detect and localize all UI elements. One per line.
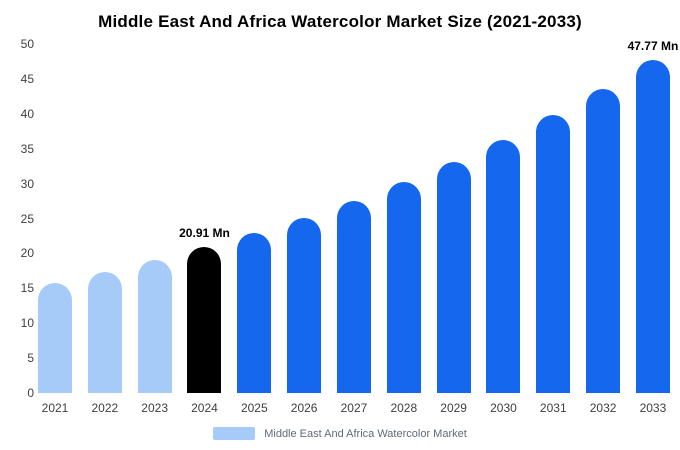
- x-axis-label-2032: 2032: [589, 401, 617, 415]
- x-axis-label-2022: 2022: [91, 401, 119, 415]
- bar-column-2028: 2028: [386, 44, 421, 415]
- y-tick-label-35: 35: [20, 141, 34, 156]
- bar-column-2022: 2022: [87, 44, 122, 415]
- bar-column-2024: 20.91 Mn 2024: [179, 44, 230, 415]
- x-axis-label-2031: 2031: [539, 401, 567, 415]
- x-axis-label-2028: 2028: [390, 401, 418, 415]
- x-axis-label-2025: 2025: [240, 401, 268, 415]
- legend-label: Middle East And Africa Watercolor Market: [264, 427, 467, 440]
- bar-2030: [486, 139, 521, 393]
- y-tick-label-45: 45: [20, 71, 34, 86]
- bar-2023: [137, 259, 172, 393]
- x-axis-label-2029: 2029: [440, 401, 467, 415]
- bar-2033: [635, 59, 670, 393]
- y-tick-label-25: 25: [20, 211, 34, 226]
- y-axis: 0 5 10 15 20 25 30 35 40 45 50: [0, 37, 38, 400]
- bar-column-2033: 47.77 Mn 2033: [628, 39, 679, 415]
- x-axis-label-2026: 2026: [290, 401, 318, 415]
- bar-2031: [536, 115, 571, 393]
- bar-2022: [87, 272, 122, 393]
- bar-2032: [586, 88, 621, 393]
- bar-column-2030: 2030: [486, 44, 521, 415]
- bar-2025: [237, 233, 272, 393]
- bar-column-2025: 2025: [237, 44, 272, 415]
- x-axis-label-2030: 2030: [490, 401, 517, 415]
- plot-area: 2021 2022 2023 20.91 Mn 2024 2025 2026 2027 2028…: [38, 39, 680, 415]
- bar-value-label-2024: 20.91 Mn: [179, 226, 230, 241]
- bar-2028: [386, 182, 421, 393]
- bar-value-label-2033: 47.77 Mn: [627, 38, 679, 53]
- y-tick-label-20: 20: [20, 246, 34, 261]
- y-tick-label-40: 40: [20, 106, 34, 121]
- bar-2027: [336, 201, 371, 393]
- bar-column-2027: 2027: [336, 44, 371, 415]
- bar-column-2031: 2031: [536, 44, 571, 415]
- x-axis-label-2027: 2027: [340, 401, 368, 415]
- bar-2026: [287, 217, 322, 393]
- y-tick-label-0: 0: [27, 386, 34, 400]
- y-tick-label-50: 50: [20, 37, 34, 51]
- y-tick-label-30: 30: [20, 176, 34, 191]
- legend: Middle East And Africa Watercolor Market: [0, 427, 680, 440]
- y-tick-label-10: 10: [20, 316, 34, 331]
- legend-swatch: [213, 427, 256, 440]
- bar-column-2032: 2032: [586, 44, 621, 415]
- x-axis-label-2033: 2033: [639, 401, 667, 415]
- y-tick-label-5: 5: [27, 351, 34, 366]
- x-axis-label-2023: 2023: [141, 401, 169, 415]
- x-axis-label-2024: 2024: [191, 401, 218, 415]
- x-axis-label-2021: 2021: [41, 401, 69, 415]
- bar-2024: [187, 247, 222, 393]
- y-tick-label-15: 15: [20, 281, 34, 296]
- bar-2021: [38, 282, 72, 393]
- bar-column-2023: 2023: [137, 44, 172, 415]
- chart-title: Middle East And Africa Watercolor Market…: [98, 12, 582, 31]
- bar-2029: [436, 161, 471, 393]
- bar-column-2026: 2026: [287, 44, 322, 415]
- bar-chart: 0 5 10 15 20 25 30 35 40 45 50 2021 2022 2023 20.91 M…: [0, 37, 680, 415]
- bar-column-2029: 2029: [436, 44, 471, 415]
- bar-column-2021: 2021: [38, 44, 72, 415]
